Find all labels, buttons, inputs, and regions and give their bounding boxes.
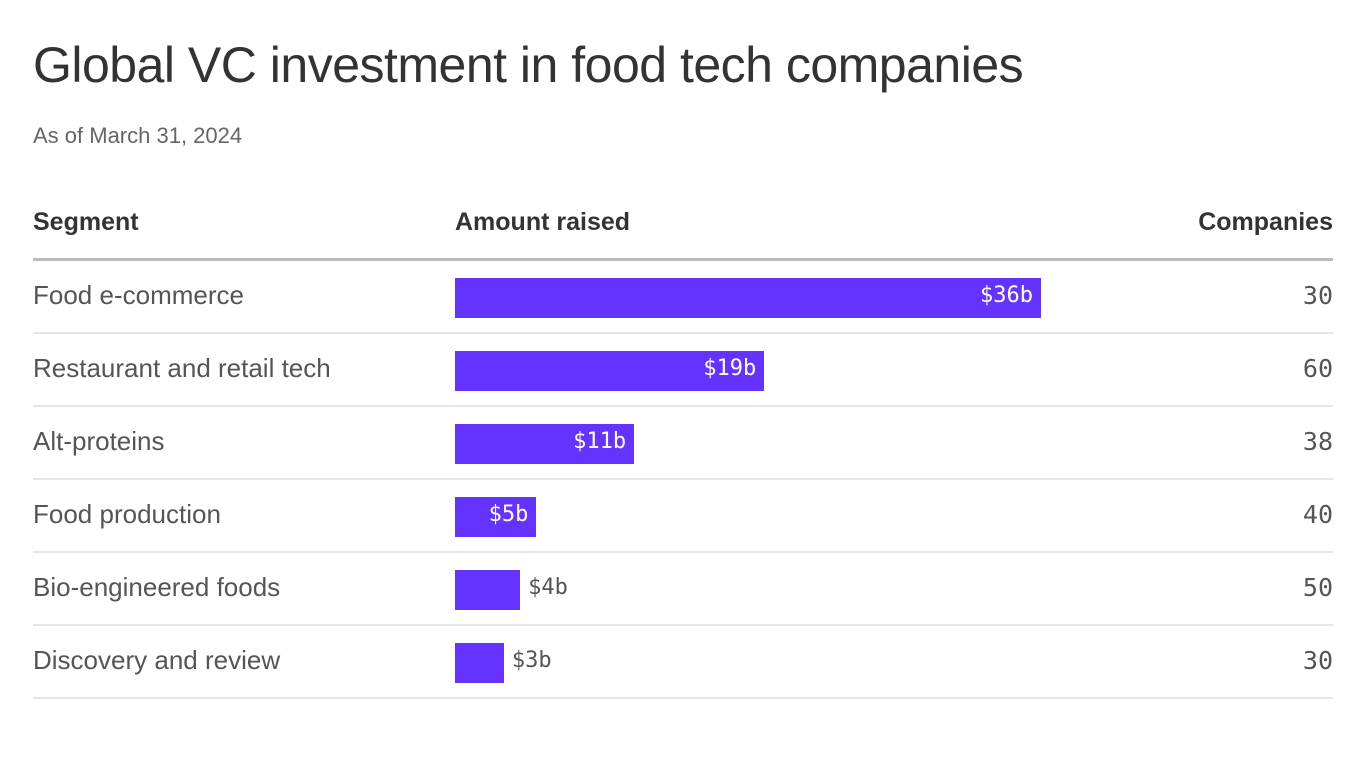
header-amount: Amount raised [455,208,631,236]
segment-label: Food production [33,499,221,529]
table-row: Discovery and review $3b 30 [33,626,1333,699]
segment-label: Bio-engineered foods [33,572,281,602]
amount-label: $11b [573,429,627,454]
companies-count: 60 [1302,354,1333,383]
chart-subtitle: As of March 31, 2024 [33,123,243,148]
table-row: Restaurant and retail tech $19b 60 [33,334,1333,407]
companies-count: 40 [1302,500,1333,529]
table-row: Alt-proteins $11b 38 [33,407,1333,480]
companies-count: 38 [1302,427,1333,456]
companies-count: 30 [1302,281,1333,310]
header-segment: Segment [33,208,139,236]
amount-label: $4b [528,575,568,600]
segment-label: Alt-proteins [33,426,165,456]
segment-label: Food e-commerce [33,280,244,310]
table-row: Bio-engineered foods $4b 50 [33,553,1333,626]
segment-label: Restaurant and retail tech [33,353,331,383]
companies-count: 50 [1302,573,1333,602]
companies-count: 30 [1302,646,1333,675]
table-row: Food production $5b 40 [33,480,1333,553]
amount-label: $19b [703,356,757,381]
amount-bar [455,497,537,537]
amount-bar [455,570,521,610]
segment-label: Discovery and review [33,645,281,675]
header-divider [33,258,1333,261]
header-companies: Companies [1198,208,1333,236]
amount-bar [455,278,1041,318]
amount-bar [455,351,765,391]
amount-label: $3b [511,648,552,673]
amount-bar [455,643,504,683]
amount-label: $36b [980,283,1033,308]
chart-title: Global VC investment in food tech compan… [33,37,1024,93]
amount-bar [455,424,635,464]
table-row: Food e-commerce $36b 30 [33,261,1333,334]
amount-label: $5b [488,502,529,527]
